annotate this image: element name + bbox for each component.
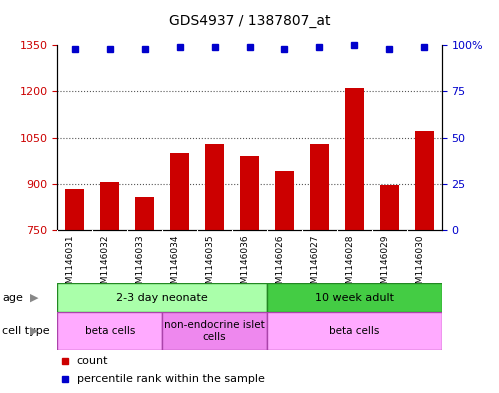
Text: count: count	[77, 356, 108, 366]
Bar	[380, 185, 399, 230]
Bar	[415, 131, 434, 230]
Text: GSM1146028: GSM1146028	[345, 234, 354, 295]
Text: percentile rank within the sample: percentile rank within the sample	[77, 374, 264, 384]
Text: GSM1146031: GSM1146031	[66, 234, 75, 295]
Bar	[65, 189, 84, 230]
Bar	[100, 182, 119, 230]
Text: beta cells: beta cells	[85, 326, 135, 336]
Bar	[310, 144, 329, 230]
Bar	[267, 283, 442, 312]
Text: 2-3 day neonate: 2-3 day neonate	[116, 293, 208, 303]
Text: non-endocrine islet
cells: non-endocrine islet cells	[164, 320, 265, 342]
Text: GDS4937 / 1387807_at: GDS4937 / 1387807_at	[169, 14, 330, 28]
Text: 10 week adult: 10 week adult	[315, 293, 394, 303]
Bar	[170, 153, 189, 230]
Text: GSM1146029: GSM1146029	[380, 234, 389, 295]
Bar	[135, 196, 154, 230]
Text: GSM1146034: GSM1146034	[171, 234, 180, 295]
Bar	[205, 144, 224, 230]
Text: GSM1146036: GSM1146036	[241, 234, 250, 295]
Bar	[345, 88, 364, 230]
Text: GSM1146030: GSM1146030	[415, 234, 424, 295]
Text: beta cells: beta cells	[329, 326, 379, 336]
Bar	[240, 156, 259, 230]
Bar	[57, 312, 162, 350]
Text: age: age	[2, 293, 23, 303]
Text: GSM1146026: GSM1146026	[275, 234, 284, 295]
Text: GSM1146035: GSM1146035	[206, 234, 215, 295]
Text: GSM1146027: GSM1146027	[310, 234, 319, 295]
Text: GSM1146032: GSM1146032	[101, 234, 110, 295]
Text: ▶: ▶	[29, 326, 38, 336]
Bar	[275, 171, 294, 230]
Text: cell type: cell type	[2, 326, 50, 336]
Bar	[57, 283, 267, 312]
Bar	[162, 312, 267, 350]
Text: GSM1146033: GSM1146033	[136, 234, 145, 295]
Bar	[267, 312, 442, 350]
Text: ▶: ▶	[29, 293, 38, 303]
